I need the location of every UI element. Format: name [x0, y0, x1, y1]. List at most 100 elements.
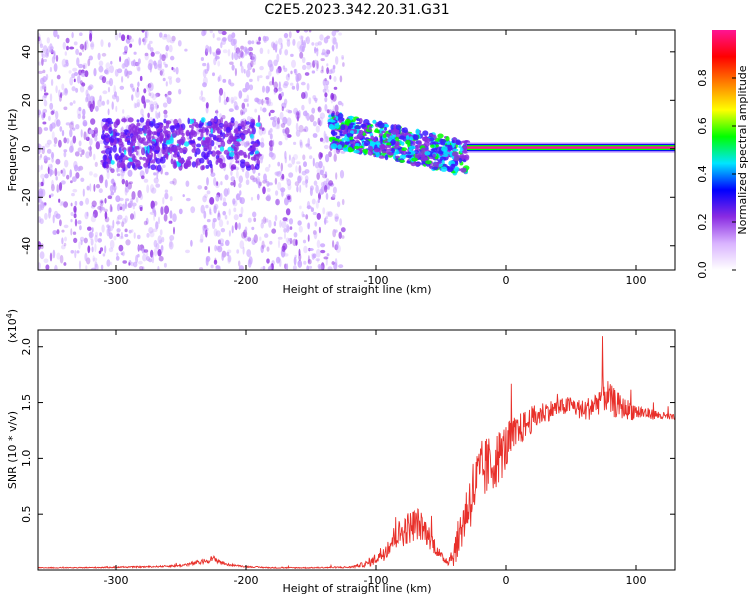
trail-mark — [395, 124, 402, 130]
trail-mark — [401, 147, 408, 152]
noise-mark — [234, 105, 239, 111]
noise-mark — [139, 193, 144, 200]
noise-mark — [317, 106, 321, 111]
noise-mark — [341, 102, 344, 107]
noise-mark — [87, 58, 91, 67]
band-mark — [222, 132, 226, 140]
noise-mark — [70, 218, 73, 223]
noise-mark — [218, 219, 224, 228]
noise-mark — [252, 68, 256, 73]
noise-mark — [78, 52, 82, 56]
band-mark — [116, 119, 120, 125]
noise-mark — [150, 200, 155, 210]
noise-mark — [217, 60, 221, 67]
noise-mark — [338, 32, 342, 36]
noise-mark — [315, 125, 320, 133]
noise-mark — [291, 59, 296, 68]
noise-mark — [92, 213, 95, 217]
noise-mark — [330, 92, 335, 101]
noise-mark — [110, 206, 113, 213]
band-mark — [189, 140, 196, 144]
noise-mark — [47, 163, 53, 169]
noise-mark — [228, 230, 231, 237]
noise-mark — [320, 58, 325, 62]
noise-mark — [288, 238, 292, 242]
noise-mark — [107, 195, 113, 199]
snr-frame — [37, 329, 676, 571]
noise-mark — [148, 92, 152, 97]
noise-mark — [133, 232, 136, 239]
noise-mark — [230, 96, 234, 104]
band-mark — [250, 118, 255, 123]
noise-mark — [262, 107, 267, 113]
noise-mark — [69, 76, 74, 86]
noise-mark — [320, 262, 325, 270]
noise-mark — [278, 141, 283, 146]
noise-mark — [56, 74, 61, 80]
noise-mark — [322, 138, 326, 144]
noise-mark — [335, 42, 338, 50]
noise-mark — [138, 245, 141, 249]
trail-mark — [432, 146, 437, 153]
noise-mark — [77, 220, 82, 225]
noise-mark — [129, 43, 133, 48]
noise-mark — [236, 193, 241, 201]
band-mark — [229, 151, 235, 157]
noise-mark — [319, 188, 324, 196]
noise-mark — [227, 254, 232, 263]
noise-mark — [215, 265, 220, 270]
noise-mark — [49, 123, 53, 132]
noise-mark — [101, 52, 107, 57]
noise-mark — [266, 188, 271, 192]
noise-mark — [90, 215, 96, 223]
noise-mark — [260, 222, 264, 229]
noise-mark — [52, 214, 55, 224]
noise-mark — [94, 243, 97, 253]
noise-mark — [92, 100, 95, 110]
noise-mark — [162, 164, 166, 168]
band-mark — [112, 145, 117, 153]
noise-mark — [124, 68, 128, 77]
trail-mark — [364, 150, 368, 155]
noise-mark — [307, 234, 310, 242]
noise-mark — [284, 232, 286, 240]
noise-mark — [155, 51, 160, 55]
noise-mark — [38, 146, 41, 155]
noise-mark — [312, 157, 315, 167]
noise-mark — [165, 52, 168, 59]
noise-mark — [293, 256, 297, 266]
trail-mark — [414, 162, 421, 166]
noise-mark — [70, 202, 73, 207]
noise-mark — [51, 157, 54, 163]
noise-mark — [153, 172, 157, 176]
noise-mark — [50, 193, 54, 197]
noise-mark — [302, 128, 307, 132]
noise-mark — [70, 145, 74, 153]
noise-mark — [78, 140, 82, 147]
noise-mark — [213, 57, 217, 66]
noise-mark — [277, 161, 281, 167]
band-mark — [105, 163, 110, 169]
band-mark — [202, 136, 206, 141]
noise-mark — [173, 67, 176, 73]
noise-mark — [240, 61, 243, 67]
noise-mark — [275, 198, 280, 206]
noise-mark — [282, 83, 288, 89]
noise-mark — [42, 83, 47, 90]
noise-mark — [330, 68, 336, 74]
noise-mark — [164, 192, 169, 200]
trail-mark — [420, 147, 427, 152]
noise-mark — [296, 77, 300, 82]
band-mark — [209, 163, 213, 169]
band-mark — [105, 127, 109, 131]
noise-mark — [128, 229, 132, 234]
noise-mark — [50, 110, 55, 116]
noise-mark — [218, 239, 221, 245]
noise-mark — [287, 183, 292, 191]
noise-mark — [299, 205, 302, 210]
noise-mark — [160, 72, 165, 77]
noise-mark — [325, 136, 329, 143]
band-mark — [143, 162, 149, 168]
noise-mark — [303, 245, 308, 254]
noise-mark — [110, 191, 115, 196]
